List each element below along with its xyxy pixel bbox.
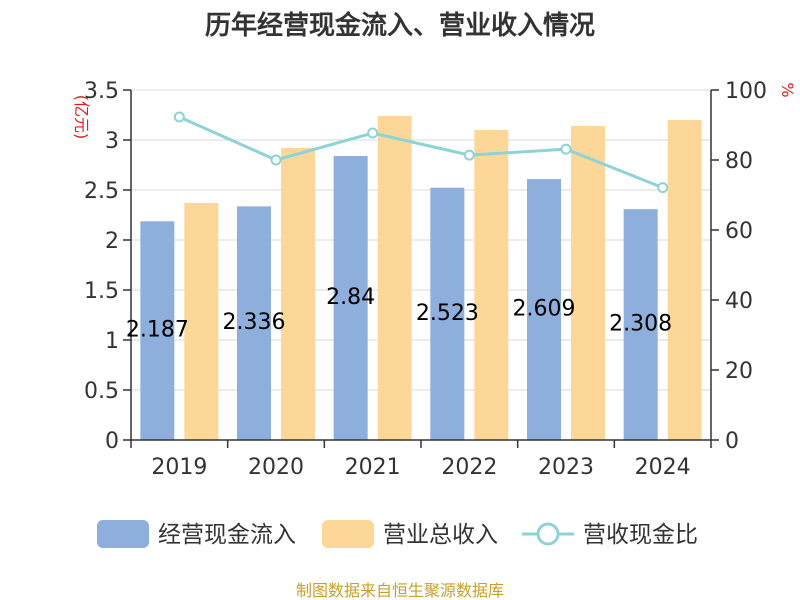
- y-left-tick-label: 1: [105, 329, 119, 354]
- bar-revenue: [281, 148, 315, 440]
- bar-revenue: [474, 130, 509, 440]
- line-series: [173, 111, 669, 194]
- bar-cash-inflow: [237, 206, 271, 440]
- x-tick-label: 2023: [538, 455, 594, 480]
- y-left-tick-label: 0.5: [84, 379, 119, 404]
- y-right-unit-label: %: [778, 82, 797, 97]
- gridlines: [131, 89, 711, 391]
- ratio-point: [270, 154, 282, 166]
- bar-revenue: [377, 116, 412, 440]
- data-label-cash-inflow: 2.523: [416, 301, 479, 326]
- data-label-cash-inflow: 2.336: [223, 310, 286, 335]
- x-tick-label: 2022: [441, 455, 497, 480]
- axes: [123, 89, 719, 448]
- x-tick-label: 2019: [151, 455, 207, 480]
- y-left-tick-label: 2: [105, 229, 119, 254]
- bar-revenue: [667, 120, 702, 440]
- bar-revenue: [571, 126, 605, 440]
- bar-cash-inflow: [430, 187, 465, 440]
- legend: 经营现金流入 营业总收入 营收现金比: [97, 520, 698, 548]
- y-right-tick-label: 40: [725, 289, 753, 314]
- legend-label-revenue: 营业总收入: [383, 522, 498, 548]
- bar-cash-inflow: [527, 179, 561, 440]
- bar-revenue: [184, 203, 219, 440]
- legend-label-ratio: 营收现金比: [583, 522, 698, 548]
- ratio-point: [173, 111, 185, 123]
- y-right-tick-label: 20: [725, 359, 753, 384]
- ratio-point: [463, 149, 475, 161]
- y-left-unit-label: (亿元): [72, 95, 91, 140]
- x-tick-label: 2024: [635, 455, 691, 480]
- ratio-line: [178, 115, 664, 190]
- bar-cash-inflow: [623, 209, 658, 440]
- y-left-tick-label: 2.5: [84, 179, 119, 204]
- y-left-tick-label: 0: [105, 429, 119, 454]
- y-right-tick-label: 100: [725, 79, 767, 104]
- ratio-point: [657, 182, 669, 194]
- tick-labels: 0 0.5 1 1.5 2 2.5 3 3.5 0 20 40 60 80 100 2019 2020 2021…: [84, 79, 767, 480]
- x-tick-label: 2020: [248, 455, 304, 480]
- legend-label-cash-inflow: 经营现金流入: [158, 522, 296, 548]
- bar-cash-inflow: [333, 156, 368, 440]
- data-label-cash-inflow: 2.609: [513, 297, 576, 322]
- ratio-point: [367, 127, 379, 139]
- x-tick-label: 2021: [345, 455, 401, 480]
- legend-marker-ratio: [536, 522, 560, 546]
- y-left-tick-label: 3.5: [84, 79, 119, 104]
- bar-cash-inflow: [140, 221, 175, 440]
- data-label-cash-inflow: 2.187: [126, 318, 189, 343]
- data-label-cash-inflow: 2.84: [326, 285, 375, 310]
- legend-swatch-revenue: [322, 520, 374, 548]
- y-left-tick-label: 3: [105, 129, 119, 154]
- data-label-cash-inflow: 2.308: [609, 312, 672, 337]
- source-note: 制图数据来自恒生聚源数据库: [296, 581, 504, 600]
- chart-title: 历年经营现金流入、营业收入情况: [205, 10, 595, 41]
- ratio-point: [560, 143, 572, 155]
- y-right-tick-label: 60: [725, 219, 753, 244]
- bar-series: [140, 116, 702, 440]
- y-left-tick-label: 1.5: [84, 279, 119, 304]
- y-right-tick-label: 0: [725, 429, 739, 454]
- data-labels: 2.187 2.336 2.84 2.523 2.609 2.308: [126, 285, 672, 343]
- legend-swatch-cash-inflow: [97, 520, 149, 548]
- y-right-tick-label: 80: [725, 149, 753, 174]
